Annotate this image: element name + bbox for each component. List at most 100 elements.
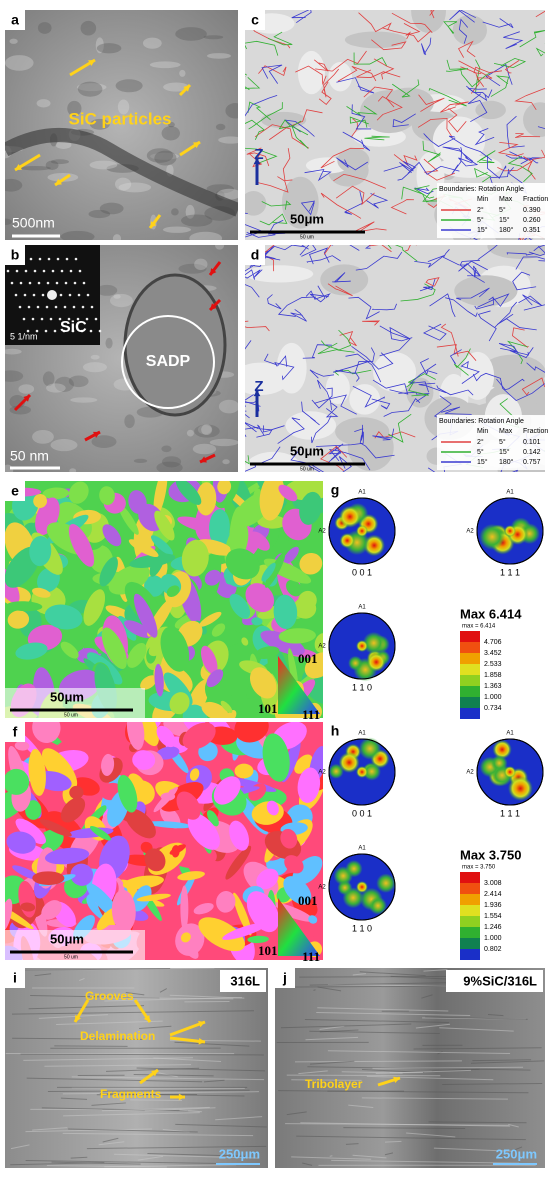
pole-density	[339, 506, 361, 528]
spot	[54, 330, 57, 333]
spot	[33, 294, 36, 297]
spot	[29, 282, 32, 285]
label: 5 1/nm	[10, 331, 38, 341]
panel-label: j	[282, 970, 287, 986]
spot	[7, 270, 10, 273]
pole-center	[504, 766, 516, 778]
texture	[187, 430, 194, 437]
texture	[116, 79, 143, 92]
label: Fraction	[523, 196, 548, 203]
texture	[0, 179, 22, 192]
panel-label: g	[331, 482, 340, 498]
grain-shade	[241, 191, 267, 216]
spot	[37, 306, 40, 309]
label: 15°	[499, 448, 510, 456]
pole-center	[356, 640, 368, 652]
label: 0 0 1	[352, 808, 372, 818]
scale-value: 3.008	[484, 880, 502, 887]
spot	[57, 258, 60, 261]
scale-value: 2.533	[484, 661, 502, 668]
label: 1 1 0	[352, 682, 372, 692]
texture	[38, 22, 52, 34]
pole-center	[504, 525, 516, 537]
label: Grooves	[85, 989, 134, 1003]
scale-swatch	[460, 675, 480, 686]
panel-label: a	[11, 12, 19, 28]
grain-boundary	[238, 70, 246, 78]
label: 50 um	[64, 712, 78, 718]
texture	[222, 459, 229, 464]
label: A1	[358, 731, 366, 737]
texture	[46, 383, 66, 392]
scale-swatch	[460, 631, 480, 642]
grain	[180, 885, 188, 931]
label: Boundaries: Rotation Angle	[439, 418, 524, 425]
texture	[143, 38, 162, 49]
pole-density	[508, 776, 533, 801]
texture	[219, 400, 239, 414]
label: 180°	[499, 458, 514, 466]
texture	[97, 43, 122, 53]
texture	[215, 241, 224, 250]
label: Max 3.750	[460, 847, 521, 862]
scale-value: 4.706	[484, 639, 502, 646]
texture	[2, 465, 13, 477]
spot	[73, 306, 76, 309]
grain-shade	[277, 343, 307, 394]
scale-value: 1.000	[484, 935, 502, 942]
label: 1 1 1	[500, 808, 520, 818]
texture	[134, 459, 147, 463]
label: A2	[318, 770, 326, 776]
spot	[25, 270, 28, 273]
grain-shade	[360, 90, 419, 133]
texture	[37, 99, 51, 107]
texture	[210, 439, 239, 446]
label: 15°	[477, 226, 488, 234]
label: A2	[466, 529, 474, 535]
texture	[207, 53, 231, 59]
ipf-label: 111	[302, 707, 320, 722]
texture	[115, 178, 131, 191]
panel	[5, 968, 268, 1168]
grain-shade	[461, 352, 494, 400]
label: A1	[506, 731, 514, 737]
grain-shade	[453, 15, 487, 46]
label: Tribolayer	[305, 1077, 363, 1091]
texture	[110, 294, 133, 307]
spot	[50, 318, 53, 321]
scale-swatch	[460, 905, 480, 916]
texture	[5, 55, 34, 71]
spot	[24, 294, 27, 297]
panel-label: c	[251, 12, 259, 28]
spot	[75, 258, 78, 261]
scale-swatch	[460, 872, 480, 883]
texture	[225, 103, 245, 118]
label: 0.260	[523, 217, 541, 224]
spot	[52, 270, 55, 273]
label: 15°	[499, 216, 510, 224]
grain-shade	[245, 265, 313, 282]
label: SiC	[60, 319, 87, 336]
texture	[69, 375, 89, 387]
spot	[43, 270, 46, 273]
spot	[11, 282, 14, 285]
label: 0.757	[523, 459, 541, 466]
spot	[3, 258, 6, 261]
panel	[275, 968, 545, 1168]
spot	[79, 270, 82, 273]
spot	[46, 306, 49, 309]
texture	[150, 61, 181, 68]
scale-swatch	[460, 708, 480, 719]
label: A2	[318, 529, 326, 535]
wear-track	[313, 990, 315, 991]
texture	[89, 210, 111, 218]
panel-label: f	[13, 724, 18, 740]
label: 5°	[499, 206, 506, 214]
ipf-label: 101	[258, 701, 278, 716]
texture	[2, 349, 21, 355]
texture	[201, 424, 212, 435]
spot	[69, 294, 72, 297]
label: 0.390	[523, 207, 541, 214]
scale-value: 2.414	[484, 891, 502, 898]
label: 500nm	[12, 215, 55, 231]
